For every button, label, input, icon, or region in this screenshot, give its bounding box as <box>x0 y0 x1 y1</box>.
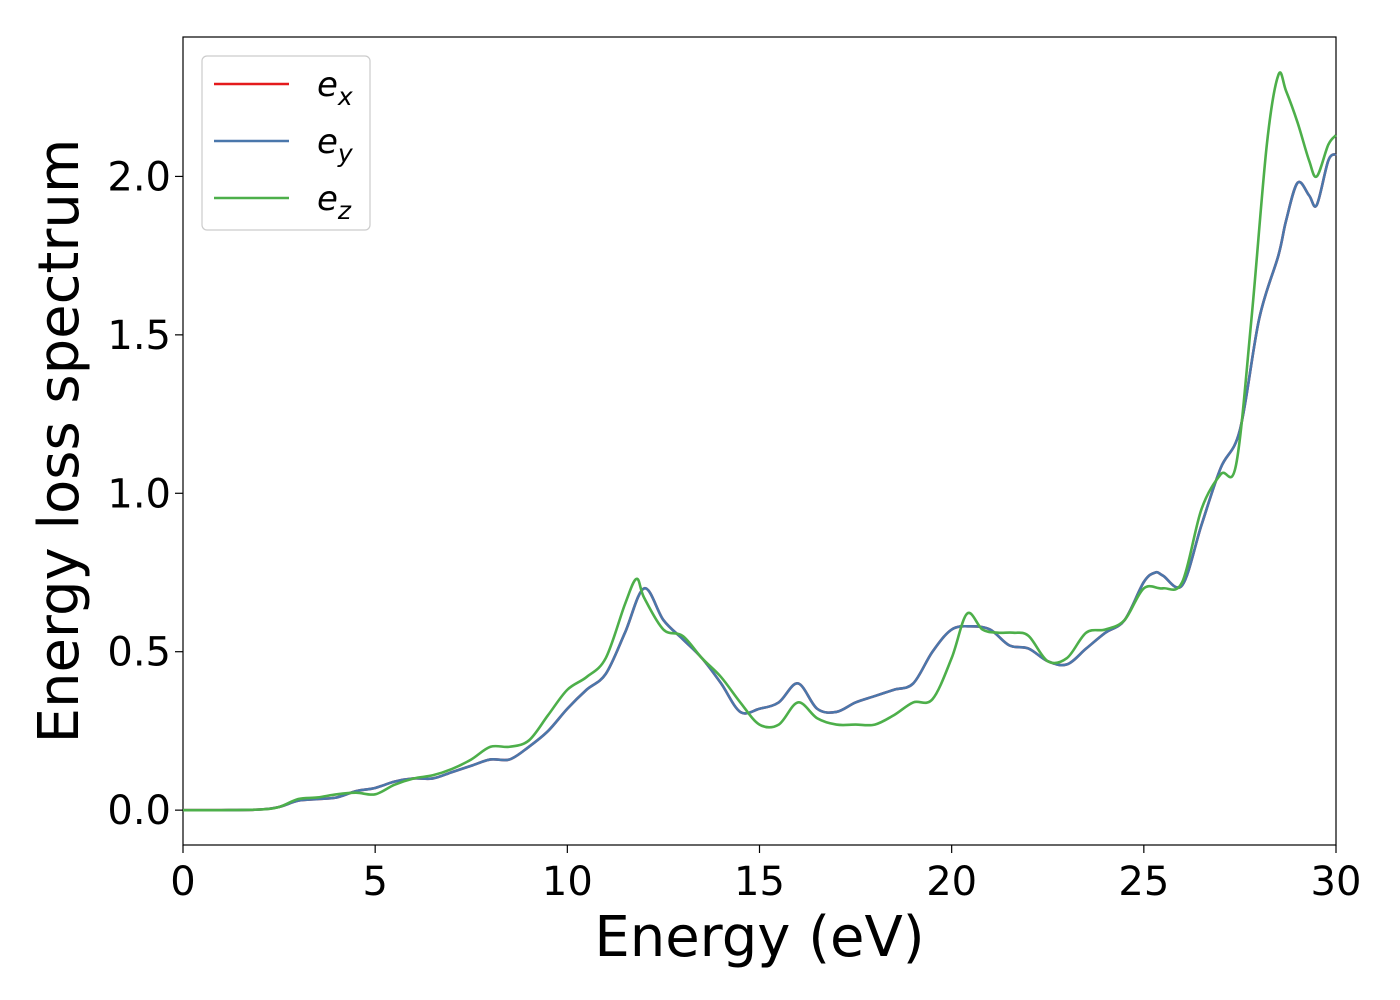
series-line-e-y <box>182 153 1337 812</box>
x-tick-label: 20 <box>926 859 977 905</box>
x-tick-label: 25 <box>1118 859 1169 905</box>
y-tick-label: 0.0 <box>107 788 171 834</box>
series-line-e-z <box>182 71 1338 812</box>
y-tick-label: 0.5 <box>107 630 171 676</box>
x-axis: 0 5 10 15 20 25 30 <box>170 845 1361 905</box>
x-tick-label: 30 <box>1311 859 1362 905</box>
x-axis-title: Energy (eV) <box>594 905 924 970</box>
series-layer <box>182 71 1338 812</box>
y-tick-label: 1.0 <box>107 471 171 517</box>
plot-area-frame <box>182 36 1337 846</box>
x-tick-label: 10 <box>542 859 593 905</box>
y-tick-label: 1.5 <box>107 313 171 359</box>
x-tick-label: 5 <box>362 859 387 905</box>
x-tick-label: 15 <box>734 859 785 905</box>
x-tick-label: 0 <box>170 859 195 905</box>
legend-box <box>201 55 371 231</box>
y-axis: 0.0 0.5 1.0 1.5 2.0 <box>107 154 183 834</box>
y-axis-title: Energy loss spectrum <box>27 139 92 744</box>
legend: ex ey ez <box>201 55 371 231</box>
legend-label-e-z: ez <box>317 179 352 225</box>
y-tick-label: 2.0 <box>107 154 171 200</box>
legend-label-e-y: ey <box>317 122 354 168</box>
legend-label-e-x: ex <box>317 65 353 111</box>
